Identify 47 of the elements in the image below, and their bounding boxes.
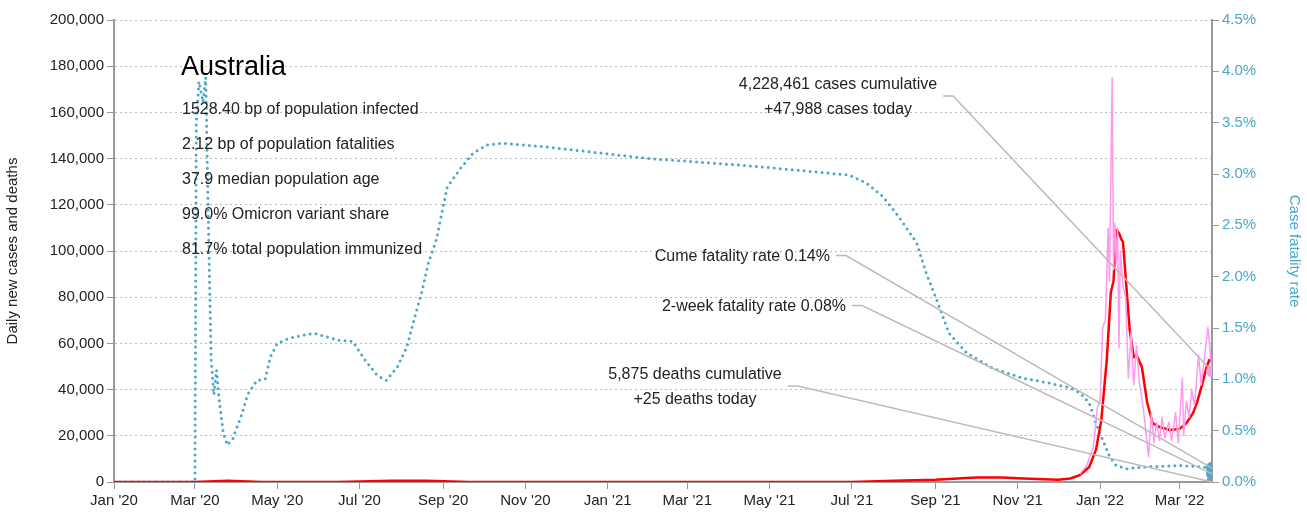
x-tick-label: May '20: [251, 491, 304, 509]
x-tick-label: May '21: [743, 491, 796, 509]
text: Australia: [181, 50, 287, 82]
y-tick-label: 120,000: [49, 194, 104, 212]
annotation: 37.9 median population age: [182, 169, 380, 189]
y-tick-label: 200,000: [49, 10, 104, 28]
y2-tick-label: 1.5%: [1222, 318, 1257, 336]
y-tick-label: 160,000: [49, 102, 104, 120]
annotation: 2.12 bp of population fatalities: [182, 134, 395, 154]
x-tick-label: Jul '20: [338, 491, 381, 509]
y-tick-label: 100,000: [49, 241, 104, 259]
y2-tick-label: 3.0%: [1222, 164, 1257, 182]
y2-tick-label: 1.0%: [1222, 369, 1257, 387]
y2-axis-title: Case fatality rate: [1286, 194, 1304, 308]
annotation: Cume fatality rate 0.14%: [654, 246, 830, 266]
x-tick-label: Jan '21: [583, 491, 632, 509]
y2-tick-label: 2.0%: [1222, 266, 1257, 284]
y-tick-label: 60,000: [58, 333, 104, 351]
x-tick-label: Nov '21: [992, 491, 1043, 509]
y2-tick-label: 0.0%: [1222, 472, 1257, 490]
x-tick-label: Sep '21: [910, 491, 961, 509]
annotation: 1528.40 bp of population infected: [182, 99, 419, 119]
annotation: 5,875 deaths cumulative +25 deaths today: [608, 364, 782, 409]
y-tick-label: 40,000: [58, 379, 104, 397]
x-tick-label: Mar '22: [1154, 491, 1205, 509]
x-tick-label: Jan '20: [90, 491, 138, 509]
annotation: 2-week fatality rate 0.08%: [661, 296, 846, 316]
y-tick-label: 20,000: [58, 425, 104, 443]
x-tick-label: Jul '21: [830, 491, 874, 509]
x-tick-label: Jan '22: [1076, 491, 1124, 509]
y2-tick-label: 0.5%: [1222, 420, 1257, 438]
x-tick-label: Mar '21: [662, 491, 713, 509]
y-axis-title: Daily new cases and deaths: [3, 157, 21, 345]
annotation: 99.0% Omicron variant share: [182, 204, 390, 224]
y2-tick-label: 4.0%: [1222, 61, 1257, 79]
x-tick-label: Mar '20: [170, 491, 220, 509]
x-tick-label: Sep '20: [417, 491, 469, 509]
annotation: 4,228,461 cases cumulative +47,988 cases today: [738, 74, 938, 119]
annotation: 81.7% total population immunized: [182, 239, 423, 259]
y2-tick-label: 2.5%: [1222, 215, 1257, 233]
x-tick-label: Nov '20: [500, 491, 551, 509]
y-tick-label: 140,000: [49, 148, 104, 166]
y-tick-label: 0: [95, 472, 104, 490]
y2-tick-label: 3.5%: [1222, 112, 1257, 130]
y-tick-label: 80,000: [58, 287, 104, 305]
y2-tick-label: 4.5%: [1222, 10, 1257, 28]
y-tick-label: 180,000: [49, 56, 104, 74]
